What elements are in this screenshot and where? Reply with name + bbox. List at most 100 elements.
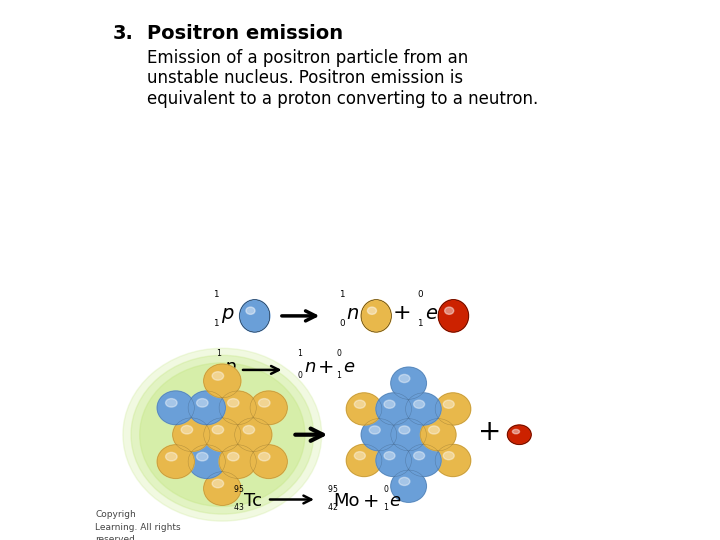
Ellipse shape: [197, 399, 208, 407]
Ellipse shape: [123, 348, 322, 521]
Ellipse shape: [197, 453, 208, 461]
Ellipse shape: [228, 453, 239, 461]
Text: Copyrigh
Learning. All rights
reserved: Copyrigh Learning. All rights reserved: [95, 510, 181, 540]
Ellipse shape: [399, 477, 410, 485]
Text: $\mathregular{_{42}}$: $\mathregular{_{42}}$: [328, 502, 338, 514]
Ellipse shape: [204, 471, 241, 505]
Ellipse shape: [219, 391, 256, 424]
Ellipse shape: [228, 399, 239, 407]
Text: $\mathregular{^1}$: $\mathregular{^1}$: [339, 291, 346, 303]
Ellipse shape: [435, 393, 471, 425]
Ellipse shape: [376, 393, 411, 425]
Text: $\mathregular{^{95}}$: $\mathregular{^{95}}$: [233, 485, 244, 495]
Ellipse shape: [513, 429, 520, 434]
Text: e: e: [390, 492, 400, 510]
Ellipse shape: [399, 426, 410, 434]
Ellipse shape: [157, 391, 194, 424]
Ellipse shape: [391, 418, 426, 451]
Ellipse shape: [166, 399, 177, 407]
Ellipse shape: [445, 307, 454, 314]
Text: n: n: [305, 358, 316, 376]
Text: p: p: [224, 358, 235, 376]
Text: $\mathregular{_1}$: $\mathregular{_1}$: [217, 369, 222, 381]
Text: $\mathregular{^1}$: $\mathregular{^1}$: [297, 349, 304, 359]
Ellipse shape: [444, 400, 454, 408]
Text: +: +: [318, 357, 335, 377]
Ellipse shape: [181, 426, 193, 434]
Ellipse shape: [250, 391, 287, 424]
Ellipse shape: [212, 480, 224, 488]
Text: Mo: Mo: [333, 492, 360, 510]
Ellipse shape: [435, 444, 471, 476]
Text: e: e: [426, 303, 437, 323]
Ellipse shape: [444, 451, 454, 460]
Ellipse shape: [246, 307, 255, 314]
Ellipse shape: [166, 453, 177, 461]
Text: $\mathregular{^1}$: $\mathregular{^1}$: [213, 291, 220, 303]
Ellipse shape: [258, 453, 270, 461]
Ellipse shape: [428, 426, 439, 434]
Ellipse shape: [250, 445, 287, 478]
Text: +: +: [478, 418, 501, 446]
Ellipse shape: [420, 418, 456, 451]
Text: +: +: [393, 303, 411, 323]
Ellipse shape: [173, 418, 210, 451]
Ellipse shape: [391, 367, 426, 399]
Text: Tc: Tc: [244, 492, 262, 510]
Ellipse shape: [157, 445, 194, 478]
Text: $\mathregular{^0}$: $\mathregular{^0}$: [336, 349, 343, 359]
Ellipse shape: [391, 470, 426, 502]
Text: $\mathregular{_1}$: $\mathregular{_1}$: [383, 502, 389, 514]
Text: $\mathregular{_0}$: $\mathregular{_0}$: [297, 369, 304, 381]
Ellipse shape: [235, 418, 272, 451]
Ellipse shape: [399, 374, 410, 382]
Ellipse shape: [384, 400, 395, 408]
Ellipse shape: [405, 444, 441, 476]
Text: $\mathregular{_1}$: $\mathregular{_1}$: [336, 369, 343, 381]
Ellipse shape: [369, 426, 380, 434]
Text: $\mathregular{_1}$: $\mathregular{_1}$: [213, 316, 220, 329]
Ellipse shape: [188, 445, 225, 478]
Ellipse shape: [204, 364, 241, 398]
Text: $\mathregular{^1}$: $\mathregular{^1}$: [217, 349, 222, 359]
Text: 3.: 3.: [113, 24, 133, 43]
Ellipse shape: [346, 444, 382, 476]
Ellipse shape: [131, 355, 314, 514]
Text: $\mathregular{_0}$: $\mathregular{_0}$: [339, 316, 346, 329]
Text: equivalent to a proton converting to a neutron.: equivalent to a proton converting to a n…: [147, 90, 538, 107]
Ellipse shape: [212, 372, 224, 380]
Text: n: n: [347, 303, 359, 323]
Ellipse shape: [240, 300, 270, 332]
Ellipse shape: [367, 307, 377, 314]
Ellipse shape: [405, 393, 441, 425]
Text: e: e: [343, 358, 355, 376]
Text: Positron emission: Positron emission: [147, 24, 343, 43]
Ellipse shape: [384, 451, 395, 460]
Ellipse shape: [413, 400, 425, 408]
Text: $\mathregular{^0}$: $\mathregular{^0}$: [417, 291, 424, 303]
Ellipse shape: [346, 393, 382, 425]
Ellipse shape: [361, 300, 392, 332]
Ellipse shape: [219, 445, 256, 478]
Text: $\mathregular{_{43}}$: $\mathregular{_{43}}$: [233, 502, 244, 514]
Ellipse shape: [413, 451, 425, 460]
Ellipse shape: [204, 418, 241, 451]
Ellipse shape: [140, 363, 305, 507]
Text: p: p: [222, 303, 234, 323]
Text: Emission of a positron particle from an: Emission of a positron particle from an: [147, 49, 468, 66]
Text: +: +: [363, 491, 379, 511]
Text: unstable nucleus. Positron emission is: unstable nucleus. Positron emission is: [147, 69, 463, 87]
Ellipse shape: [376, 444, 411, 476]
Text: $\mathregular{^{95}}$: $\mathregular{^{95}}$: [328, 485, 338, 495]
Ellipse shape: [258, 399, 270, 407]
Ellipse shape: [354, 400, 365, 408]
Ellipse shape: [188, 391, 225, 424]
Text: $\mathregular{_1}$: $\mathregular{_1}$: [417, 316, 424, 329]
Text: $\mathregular{^0}$: $\mathregular{^0}$: [383, 485, 390, 495]
Ellipse shape: [361, 418, 397, 451]
Ellipse shape: [354, 451, 365, 460]
Ellipse shape: [508, 425, 531, 444]
Ellipse shape: [243, 426, 255, 434]
Ellipse shape: [438, 300, 469, 332]
Ellipse shape: [212, 426, 224, 434]
